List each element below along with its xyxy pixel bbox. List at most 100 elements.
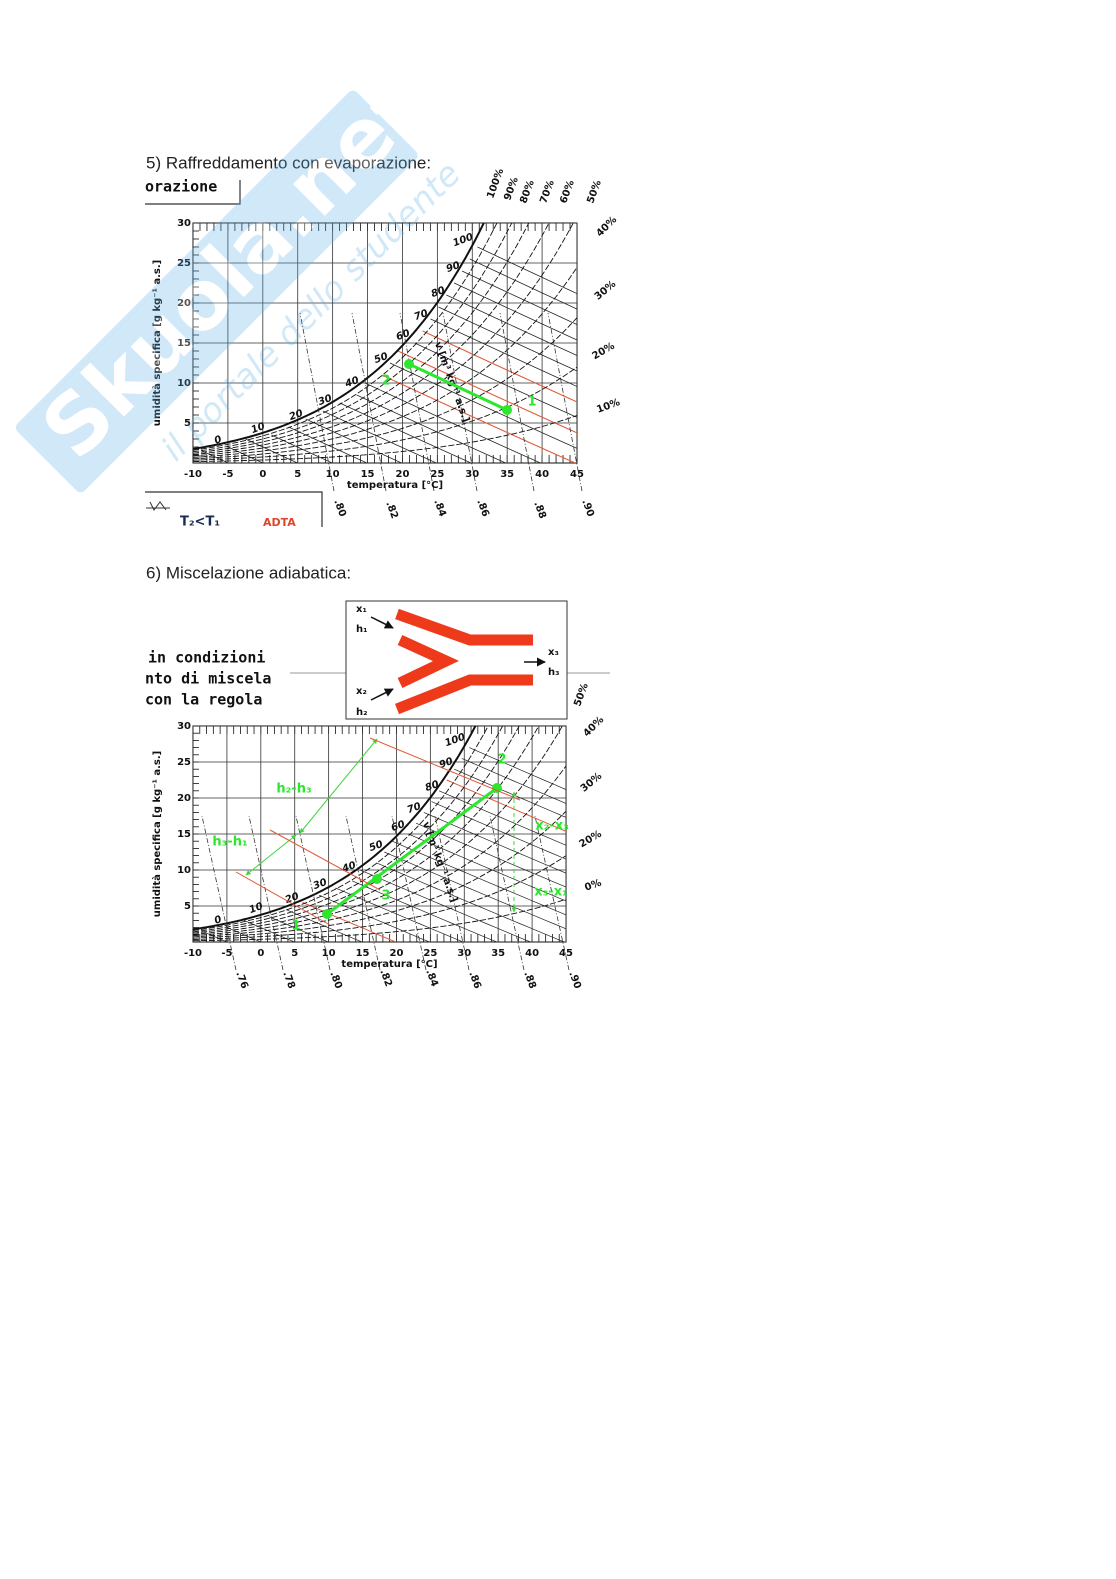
fragment-line: in condizioni: [148, 649, 265, 667]
rh-curve: [193, 223, 530, 454]
rh-curve: [193, 223, 574, 457]
enthalpy-label: 20: [284, 891, 301, 906]
y-axis-label: umidità specifica [g kg⁻¹ a.s.]: [151, 751, 163, 917]
enthalpy-label: 10: [250, 421, 267, 436]
x-tick-label: 40: [535, 469, 549, 480]
enthalpy-label: 60: [390, 819, 407, 834]
enthalpy-label: 70: [413, 308, 430, 323]
watermark-band: [15, 90, 418, 493]
rh-curve: [193, 898, 566, 942]
rh-curve: [193, 765, 566, 938]
enthalpy-guide: [235, 871, 331, 926]
volume-line: [351, 312, 387, 492]
rh-curve: [193, 223, 513, 453]
rh-curve: [193, 415, 577, 463]
enthalpy-line: [351, 880, 497, 942]
arrow: [370, 688, 394, 701]
x-tick-label: -10: [184, 948, 202, 959]
state-label: 2: [497, 753, 506, 768]
enthalpy-line: [469, 747, 566, 790]
enthalpy-line: [446, 294, 577, 356]
fragment-condition: T₂<T₁: [180, 515, 220, 530]
x-tick-label: 25: [423, 948, 437, 959]
diagram-label: x₂: [356, 686, 367, 697]
enthalpy-label: 40: [343, 375, 361, 390]
enthalpy-line: [359, 869, 531, 942]
enthalpy-guide: [369, 737, 521, 801]
x-axis-label: temperatura [°C]: [347, 480, 443, 491]
enthalpy-line: [389, 362, 577, 449]
enthalpy-line: [285, 909, 363, 942]
y-tick-label: 20: [177, 793, 191, 804]
enthalpy-line: [461, 270, 577, 325]
volume-line: [399, 312, 435, 492]
state-point: [502, 405, 512, 415]
enthalpy-line: [376, 862, 565, 942]
volume-line: [201, 815, 237, 971]
y-axis-label: umidità specifica [g kg⁻¹ a.s.]: [151, 260, 163, 426]
state-point: [372, 874, 382, 884]
x-tick-label: -10: [184, 469, 202, 480]
y-tick-label: 5: [184, 418, 191, 429]
annotation: h₃-h₁: [212, 835, 247, 850]
section-heading: 6) Miscelazione adiabatica:: [146, 563, 351, 582]
enthalpy-line: [438, 306, 577, 372]
rh-label: 0%: [583, 877, 603, 893]
saturation-curve: [193, 223, 485, 450]
rh-curve: [193, 267, 577, 458]
enthalpy-label: 10: [248, 901, 265, 916]
volume-line: [434, 815, 470, 971]
process-line: [408, 362, 508, 412]
x-tick-label: 20: [389, 948, 403, 959]
y-tick-label: 30: [177, 721, 191, 732]
fragment-frame: [145, 180, 241, 205]
volume-line: [534, 815, 570, 971]
enthalpy-line: [477, 246, 577, 294]
volume-line: [499, 312, 535, 492]
enthalpy-line: [384, 851, 566, 930]
y-tick-label: 25: [177, 258, 191, 269]
plot-lines: [193, 726, 566, 942]
fragment-frame: [145, 491, 323, 527]
diagram-label: x₁: [356, 604, 367, 615]
enthalpy-line: [318, 894, 430, 942]
x-tick-label: 0: [259, 469, 266, 480]
enthalpy-label: 70: [406, 801, 423, 816]
x-tick-label: 15: [356, 948, 370, 959]
enthalpy-label: 30: [317, 393, 334, 408]
enthalpy-label: 0: [213, 914, 223, 927]
state-point: [322, 909, 332, 919]
arrow: [370, 616, 394, 629]
x-tick-label: -5: [221, 948, 232, 959]
saturation-curve: [193, 726, 477, 931]
x-axis-label: temperatura [°C]: [341, 959, 437, 970]
process-line: [326, 786, 498, 916]
x-tick-label: 30: [465, 469, 479, 480]
y-tick-label: 15: [177, 829, 191, 840]
volume-line: [391, 815, 427, 971]
fragment-title: orazione: [145, 178, 217, 196]
enthalpy-label: 90: [445, 260, 462, 275]
state-point: [404, 359, 414, 369]
volume-line: [442, 312, 478, 492]
x-tick-label: 5: [291, 948, 298, 959]
x-tick-label: -5: [222, 469, 233, 480]
section-heading: 5) Raffreddamento con evaporazione:: [146, 153, 431, 172]
enthalpy-line: [438, 790, 566, 846]
rh-curve: [193, 317, 577, 460]
plot-lines: [193, 223, 577, 463]
enthalpy-label: 40: [340, 860, 358, 875]
x-tick-label: 10: [326, 469, 340, 480]
enthalpy-line: [423, 812, 566, 874]
enthalpy-label: 20: [288, 408, 305, 423]
enthalpy-guide: [269, 829, 381, 891]
rh-curve: [193, 810, 566, 939]
x-tick-label: 45: [570, 469, 584, 480]
state-label: 3: [381, 889, 390, 904]
enthalpy-line: [454, 768, 566, 818]
enthalpy-label: 0: [213, 434, 223, 447]
state-label: 2: [381, 374, 390, 389]
volume-line: [547, 312, 583, 492]
rh-curve: [193, 726, 489, 932]
enthalpy-line: [431, 801, 566, 860]
